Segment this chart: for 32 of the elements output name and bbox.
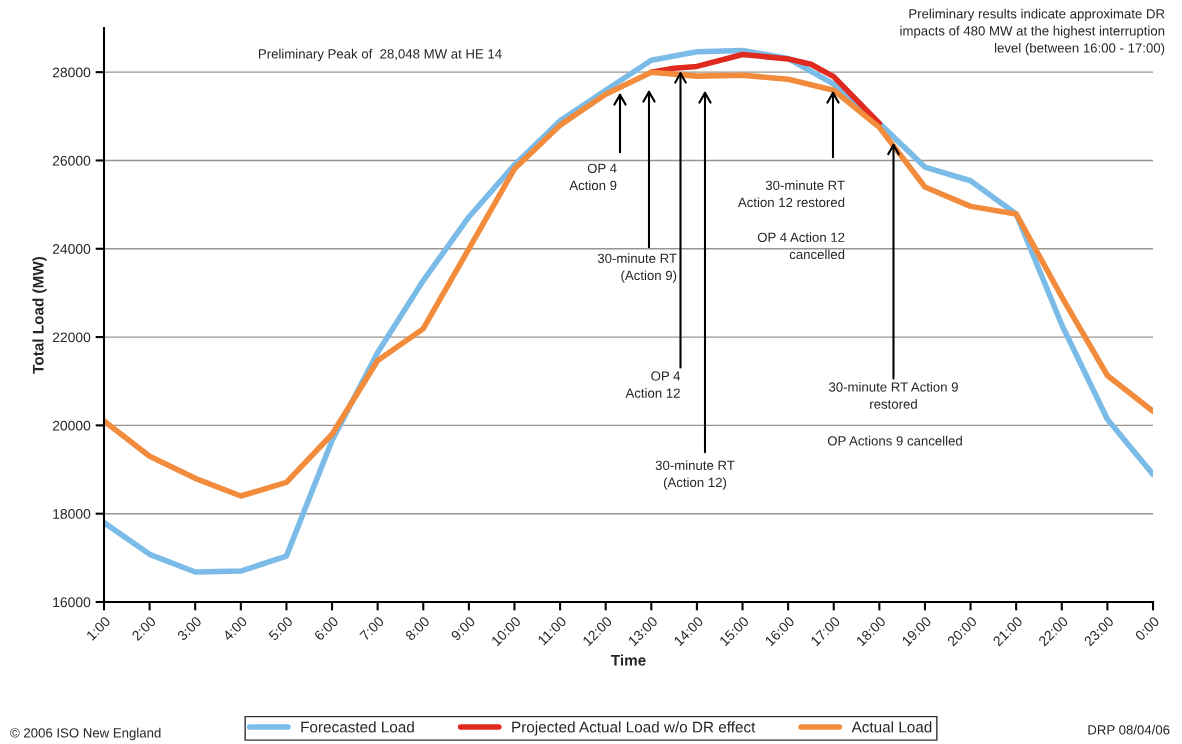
legend-label: Projected Actual Load w/o DR effect [512,721,756,736]
annotation: Preliminary results indicate approximate DR impacts of 480 MW at the highest interruption level (between 16:00 - 17:00) [900,8,1165,56]
y-tick-label: 18000 [53,509,91,519]
y-tick-label: 26000 [52,155,91,166]
text: DRP 08/04/06 [1088,724,1170,735]
y-tick-label: 22000 [52,332,91,343]
annotation: OP 4 Action 12 cancelled [757,232,845,260]
x-tick-label: 3:00 [176,615,203,642]
annotation: OP 4 Action 9 [569,163,617,191]
y-tick-label: 20000 [52,420,91,431]
x-tick-label: 9:00 [450,615,476,642]
annotation: OP 4 Action 12 [625,371,681,398]
legend-label: Actual Load [851,721,932,733]
annotation: 30-minute RT (Action 9) [597,253,677,283]
y-axis-title: Total Load (MW) [32,256,47,374]
y-tick-label: 24000 [52,244,91,254]
x-tick-label: 8:00 [404,615,431,642]
x-tick-label: 6:00 [313,615,339,642]
x-tick-label: 5:00 [267,615,294,642]
annotation: 30-minute RT Action 9 restored [828,382,958,409]
x-axis-title: Time [610,654,646,666]
annotation: OP Actions 9 cancelled [827,435,962,446]
y-tick-label: 16000 [53,597,91,608]
legend-label: Forecasted Load [301,721,414,733]
x-tick-label: 4:00 [222,615,248,642]
y-tick-label: 28000 [52,67,91,78]
annotation: 30-minute RT (Action 12) [655,460,735,490]
annotation: 30-minute RT Action 12 restored [737,180,845,208]
x-tick-label: 7:00 [359,615,385,642]
x-tick-label: 0:00 [1134,615,1160,642]
annotation: Preliminary Peak of 28,048 MW at HE 14 [258,48,502,62]
text: © 2006 ISO New England [10,727,161,741]
